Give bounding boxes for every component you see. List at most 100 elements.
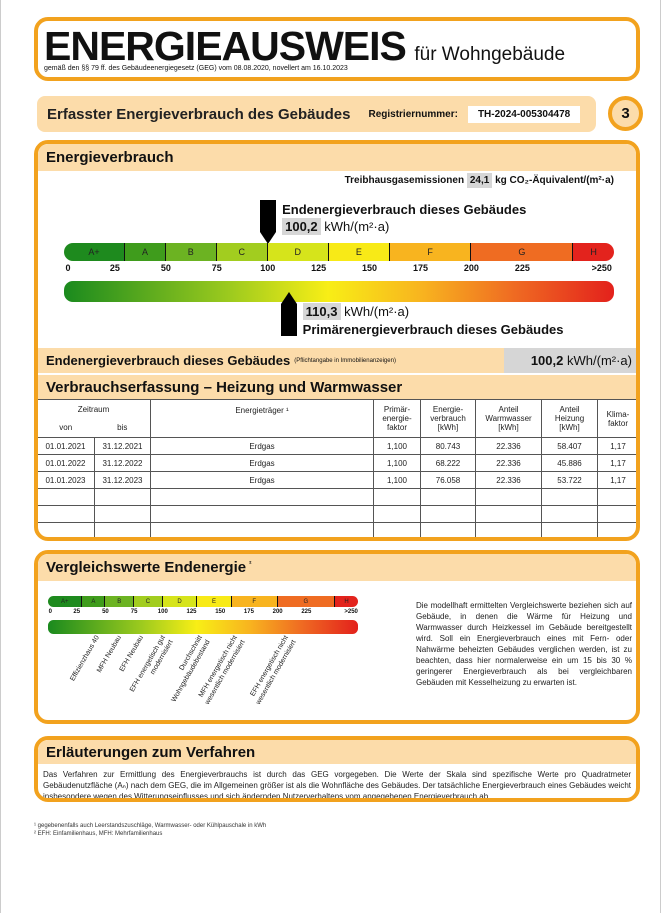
table-cell: 80.743 bbox=[420, 437, 476, 455]
table-cell bbox=[420, 488, 476, 506]
footnote-1: ¹ gegebenenfalls auch Leerstandszuschläg… bbox=[34, 823, 267, 829]
table-cell bbox=[373, 505, 421, 523]
class-segment-C: C bbox=[216, 243, 268, 261]
table-cell bbox=[150, 522, 374, 537]
scale-tick: >250 bbox=[591, 263, 612, 273]
scale-tick: 150 bbox=[362, 263, 378, 273]
table-cell bbox=[541, 488, 598, 506]
energy-scale: A+ A B C D E F G H 0 25 50 75 100 125 150 175 200 225 >250 bbox=[64, 243, 614, 303]
class-segment-F: F bbox=[231, 596, 278, 607]
class-segment-B: B bbox=[165, 243, 217, 261]
doc-title: ENERGIEAUSWEIS bbox=[44, 23, 407, 69]
class-segment-B: B bbox=[105, 596, 135, 607]
explanation-header: Erläuterungen zum Verfahren bbox=[38, 740, 636, 764]
table-row: 01.01.2022 31.12.2022 Erdgas 1,100 68.222 22.… bbox=[38, 454, 636, 472]
table-row bbox=[38, 522, 636, 537]
scale-tick: 200 bbox=[463, 263, 479, 273]
energy-header: Energieverbrauch bbox=[38, 144, 636, 171]
table-cell: 31.12.2023 bbox=[94, 471, 151, 489]
endenergy-marker-icon bbox=[260, 200, 277, 244]
banner-title: Erfasster Energieverbrauch des Gebäudes bbox=[47, 105, 351, 123]
class-segment-E: E bbox=[328, 243, 390, 261]
col-klima: Klima-faktor bbox=[597, 399, 636, 438]
class-segment-A+: A+ bbox=[48, 596, 83, 607]
table-cell bbox=[94, 522, 151, 537]
endenergy-unit: kWh/(m²·a) bbox=[324, 219, 390, 234]
table-cell bbox=[373, 488, 421, 506]
endenergy-label: Endenergieverbrauch dieses Gebäudes bbox=[282, 202, 527, 217]
scale-tick: 50 bbox=[102, 609, 109, 615]
table-cell: 53.722 bbox=[541, 471, 598, 489]
table-cell bbox=[150, 488, 374, 506]
summary-value: 100,2 bbox=[530, 353, 564, 368]
explanation-section: Erläuterungen zum Verfahren Das Verfahre… bbox=[34, 736, 640, 802]
table-cell bbox=[420, 522, 476, 537]
table-cell bbox=[38, 505, 95, 523]
primary-energy-marker-icon bbox=[280, 292, 297, 336]
table-cell: 31.12.2022 bbox=[94, 454, 151, 472]
class-segment-D: D bbox=[162, 596, 198, 607]
table-cell: 31.12.2021 bbox=[94, 437, 151, 455]
table-cell bbox=[94, 488, 151, 506]
scale-tick: 200 bbox=[272, 609, 283, 615]
comparison-text: Die modellhaft ermittelten Vergleichswer… bbox=[416, 601, 632, 687]
doc-subtitle: für Wohngebäude bbox=[414, 44, 566, 65]
gradient-bar bbox=[48, 620, 358, 634]
reg-number: TH-2024-005304478 bbox=[467, 105, 581, 123]
comparison-section: Vergleichswerte Endenergie ² A+ A B C D E F G H 0 2… bbox=[34, 550, 640, 724]
consumption-table: Zeitraum Energieträger ¹ Primär-energie-… bbox=[38, 399, 636, 537]
col-traeger: Energieträger ¹ bbox=[150, 399, 374, 438]
table-cell: 1,17 bbox=[597, 454, 636, 472]
scale-tick: 175 bbox=[243, 609, 254, 615]
scale-tick: 225 bbox=[301, 609, 312, 615]
table-cell bbox=[475, 505, 542, 523]
gradient-bar bbox=[64, 281, 614, 302]
class-segment-D: D bbox=[267, 243, 329, 261]
scale-tick: 225 bbox=[514, 263, 530, 273]
table-cell bbox=[541, 505, 598, 523]
table-cell: 45.886 bbox=[541, 454, 598, 472]
scale-tick: 100 bbox=[157, 609, 168, 615]
reg-label: Registriernummer: bbox=[368, 108, 458, 120]
class-segment-A: A bbox=[82, 596, 106, 607]
table-cell: 01.01.2022 bbox=[38, 454, 95, 472]
table-cell: 1,100 bbox=[373, 454, 421, 472]
table-cell: 22.336 bbox=[475, 471, 542, 489]
energy-section: Energieverbrauch Treibhausgasemissionen … bbox=[34, 140, 640, 541]
table-cell bbox=[150, 505, 374, 523]
class-segment-G: G bbox=[471, 243, 574, 261]
endenergy-indicator: Endenergieverbrauch dieses Gebäudes 100,… bbox=[282, 202, 527, 235]
class-segment-H: H bbox=[573, 243, 614, 261]
explanation-text: Das Verfahren zur Ermittlung des Energie… bbox=[43, 770, 631, 801]
table-cell bbox=[475, 488, 542, 506]
scale-tick: 0 bbox=[48, 609, 52, 615]
table-cell: Erdgas bbox=[150, 437, 374, 455]
scale-tick: 75 bbox=[130, 609, 138, 615]
class-segment-H: H bbox=[335, 596, 358, 607]
summary-unit: kWh/(m²·a) bbox=[567, 353, 632, 368]
footnote-2: ² EFH: Einfamilienhaus, MFH: Mehrfamilie… bbox=[34, 831, 163, 837]
table-cell bbox=[38, 522, 95, 537]
col-ev: Energie-verbrauch [kWh] bbox=[420, 399, 476, 438]
scale-tick: 50 bbox=[160, 263, 171, 273]
ghg-value: 24,1 bbox=[466, 173, 493, 188]
summary-value-box: 100,2 kWh/(m²·a) bbox=[504, 348, 636, 373]
table-cell: 58.407 bbox=[541, 437, 598, 455]
col-hz: Anteil Heizung [kWh] bbox=[541, 399, 598, 438]
scale-tick: 125 bbox=[311, 263, 327, 273]
table-cell: 01.01.2023 bbox=[38, 471, 95, 489]
table-row: 01.01.2021 31.12.2021 Erdgas 1,100 80.743 22.… bbox=[38, 437, 636, 455]
table-cell bbox=[597, 505, 636, 523]
table-cell bbox=[38, 488, 95, 506]
table-cell bbox=[597, 522, 636, 537]
col-zeitraum: Zeitraum bbox=[38, 399, 151, 419]
comparison-title: Vergleichswerte Endenergie bbox=[46, 559, 247, 576]
ghg-label: Treibhausgasemissionen bbox=[344, 175, 465, 186]
title-box: ENERGIEAUSWEIS für Wohngebäude gemäß den… bbox=[34, 17, 640, 81]
table-cell: Erdgas bbox=[150, 471, 374, 489]
col-von: von bbox=[38, 418, 95, 438]
table-row bbox=[38, 488, 636, 506]
consumption-header: Verbrauchserfassung – Heizung und Warmwa… bbox=[38, 375, 636, 399]
scale-tick: 25 bbox=[109, 263, 120, 273]
scale-tick: 100 bbox=[260, 263, 276, 273]
